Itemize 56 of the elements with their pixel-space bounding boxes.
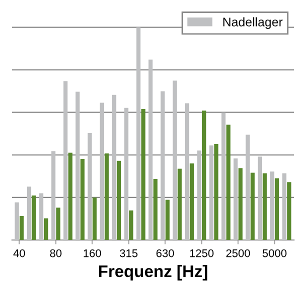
bar <box>250 172 255 240</box>
bar <box>238 168 243 240</box>
bar <box>184 103 190 240</box>
bar <box>56 208 60 240</box>
bar <box>234 158 238 240</box>
bar <box>104 153 109 240</box>
x-tick-label: 1250 <box>190 249 214 258</box>
x-tick-label: 315 <box>120 249 138 258</box>
bar <box>148 60 153 240</box>
bar <box>274 178 280 240</box>
bar <box>26 186 32 240</box>
bar <box>68 152 72 240</box>
bar <box>116 160 122 240</box>
bar <box>80 158 85 240</box>
x-tick-label: 80 <box>50 249 62 258</box>
x-tick-label: 630 <box>156 249 174 258</box>
bar <box>136 27 140 240</box>
bar <box>141 108 146 240</box>
bar <box>258 156 262 240</box>
x-axis-title: Frequenz [Hz] <box>99 264 208 280</box>
bar <box>92 197 97 240</box>
bar <box>246 134 250 240</box>
bar <box>226 124 230 240</box>
x-tick-label: 2500 <box>226 249 250 258</box>
bar <box>160 91 165 240</box>
bar <box>166 200 170 240</box>
bar <box>221 112 226 240</box>
bar <box>20 216 24 240</box>
bar <box>100 102 104 240</box>
bar <box>32 196 36 240</box>
bar <box>14 202 19 240</box>
bar <box>270 172 274 240</box>
bar <box>197 150 202 240</box>
bar <box>51 151 56 240</box>
bar <box>202 110 206 240</box>
bar <box>178 168 182 240</box>
bar <box>214 144 218 240</box>
bar <box>209 145 214 240</box>
bar <box>112 94 116 240</box>
bar <box>129 210 134 240</box>
bar <box>262 173 267 240</box>
bar <box>39 193 44 240</box>
bar <box>282 173 286 240</box>
x-tick-label: 40 <box>13 249 26 258</box>
bar <box>287 182 292 240</box>
bar <box>153 178 158 240</box>
legend-label: Nadellager <box>223 17 283 29</box>
bar <box>190 163 194 240</box>
bar <box>88 133 92 240</box>
bar <box>172 80 177 240</box>
bar <box>76 92 80 240</box>
bar <box>44 218 48 240</box>
bar <box>124 108 128 240</box>
x-tick-label: 5000 <box>262 249 286 258</box>
x-tick-label: 160 <box>84 249 102 258</box>
bar <box>63 81 68 240</box>
